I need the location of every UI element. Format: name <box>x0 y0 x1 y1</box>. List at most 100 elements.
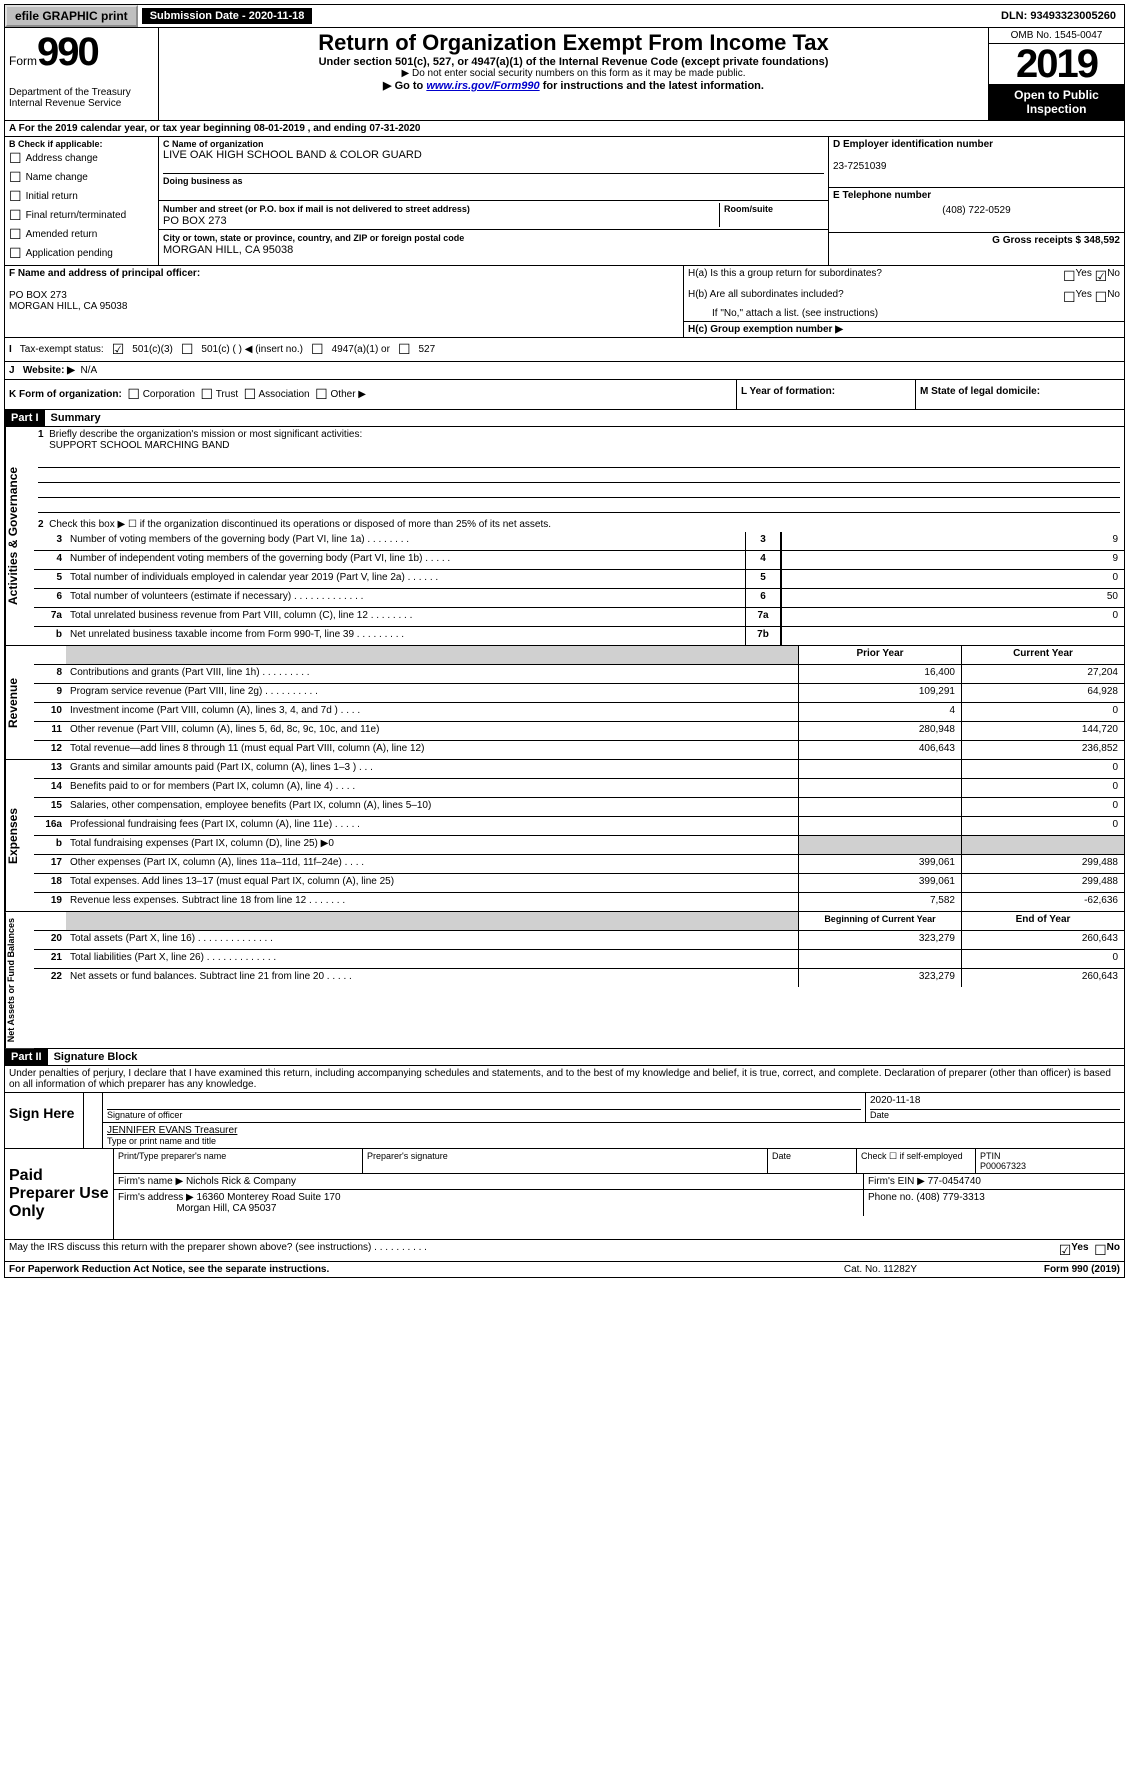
table-row: 4Number of independent voting members of… <box>34 551 1124 570</box>
efile-button[interactable]: efile GRAPHIC print <box>5 5 138 27</box>
check-application-pending[interactable]: ☐Application pending <box>9 244 154 263</box>
footer-notice: For Paperwork Reduction Act Notice, see … <box>4 1262 1125 1278</box>
discuss-row: May the IRS discuss this return with the… <box>4 1240 1125 1262</box>
sig-officer-label: Signature of officer <box>107 1109 861 1120</box>
table-row: 18Total expenses. Add lines 13–17 (must … <box>34 874 1124 893</box>
street-address: PO BOX 273 <box>163 215 227 227</box>
hb-note: If "No," attach a list. (see instruction… <box>684 308 1124 321</box>
officer-group-section: F Name and address of principal officer:… <box>4 266 1125 338</box>
city-label: City or town, state or province, country… <box>163 233 464 243</box>
side-tab-governance: Activities & Governance <box>5 427 34 645</box>
hc-label: H(c) Group exemption number ▶ <box>684 321 1124 337</box>
check-4947[interactable]: ☐ <box>311 341 324 358</box>
table-row: 21Total liabilities (Part X, line 26) . … <box>34 950 1124 969</box>
firm-ein: 77-0454740 <box>928 1176 981 1187</box>
org-info-section: B Check if applicable: ☐Address change ☐… <box>4 137 1125 266</box>
box-b-label: B Check if applicable: <box>9 139 154 149</box>
prior-year-header: Prior Year <box>798 646 961 664</box>
table-row: 10Investment income (Part VIII, column (… <box>34 703 1124 722</box>
table-row: bNet unrelated business taxable income f… <box>34 627 1124 645</box>
paid-preparer-section: Paid Preparer Use Only Print/Type prepar… <box>4 1149 1125 1240</box>
org-name-label: C Name of organization <box>163 139 824 149</box>
top-bar: efile GRAPHIC print Submission Date - 20… <box>4 4 1125 28</box>
hb-no[interactable]: ☐ <box>1095 289 1108 306</box>
table-row: 17Other expenses (Part IX, column (A), l… <box>34 855 1124 874</box>
sig-date-value: 2020-11-18 <box>870 1095 1120 1109</box>
sign-here-section: Sign Here Signature of officer 2020-11-1… <box>4 1093 1125 1149</box>
mission-text: SUPPORT SCHOOL MARCHING BAND <box>49 440 229 451</box>
firm-city: Morgan Hill, CA 95037 <box>176 1203 276 1214</box>
discuss-yes[interactable]: ☑ <box>1059 1242 1072 1259</box>
year-box: OMB No. 1545-0047 2019 Open to Public In… <box>988 28 1124 120</box>
sig-date-label: Date <box>870 1109 1120 1120</box>
table-row: 6Total number of volunteers (estimate if… <box>34 589 1124 608</box>
department-label: Department of the TreasuryInternal Reven… <box>9 87 154 109</box>
net-header-row: Beginning of Current Year End of Year <box>34 912 1124 931</box>
governance-section: Activities & Governance 1 Briefly descri… <box>4 427 1125 646</box>
net-assets-section: Net Assets or Fund Balances Beginning of… <box>4 912 1125 1049</box>
street-label: Number and street (or P.O. box if mail i… <box>163 204 470 214</box>
officer-name: JENNIFER EVANS Treasurer <box>107 1125 1120 1136</box>
mission-line <box>38 468 1120 483</box>
check-name-change[interactable]: ☐Name change <box>9 168 154 187</box>
check-other[interactable]: ☐ <box>315 386 328 402</box>
table-row: 15Salaries, other compensation, employee… <box>34 798 1124 817</box>
officer-line2: MORGAN HILL, CA 95038 <box>9 301 127 312</box>
revenue-section: Revenue Prior Year Current Year 8Contrib… <box>4 646 1125 760</box>
city-state-zip: MORGAN HILL, CA 95038 <box>163 244 293 256</box>
dba-label: Doing business as <box>163 173 824 186</box>
check-corp[interactable]: ☐ <box>127 386 140 402</box>
irs-link[interactable]: www.irs.gov/Form990 <box>426 80 539 92</box>
check-final-return[interactable]: ☐Final return/terminated <box>9 206 154 225</box>
paperwork-notice: For Paperwork Reduction Act Notice, see … <box>9 1264 844 1275</box>
form-title-box: Return of Organization Exempt From Incom… <box>159 28 988 120</box>
submission-date: Submission Date - 2020-11-18 <box>142 8 313 24</box>
inspection-label: Open to Public Inspection <box>989 84 1124 120</box>
self-employed-check[interactable]: Check ☐ if self-employed <box>857 1149 976 1173</box>
officer-name-label: Type or print name and title <box>107 1136 1120 1146</box>
check-address-change[interactable]: ☐Address change <box>9 149 154 168</box>
begin-year-header: Beginning of Current Year <box>798 912 961 930</box>
form-subtitle-3: ▶ Go to www.irs.gov/Form990 for instruct… <box>163 79 984 92</box>
q1-label: Briefly describe the organization's miss… <box>49 429 362 440</box>
box-h: H(a) Is this a group return for subordin… <box>684 266 1124 337</box>
check-527[interactable]: ☐ <box>398 341 411 358</box>
preparer-date-header: Date <box>768 1149 857 1173</box>
firm-phone-label: Phone no. <box>868 1192 914 1203</box>
ha-yes[interactable]: ☐ <box>1063 268 1076 285</box>
table-row: 13Grants and similar amounts paid (Part … <box>34 760 1124 779</box>
box-f: F Name and address of principal officer:… <box>5 266 684 337</box>
firm-ein-label: Firm's EIN ▶ <box>868 1176 925 1187</box>
check-amended[interactable]: ☐Amended return <box>9 225 154 244</box>
check-501c[interactable]: ☐ <box>181 341 194 358</box>
mission-line <box>38 453 1120 468</box>
discuss-question: May the IRS discuss this return with the… <box>9 1242 1059 1259</box>
declaration-text: Under penalties of perjury, I declare th… <box>4 1066 1125 1093</box>
discuss-no[interactable]: ☐ <box>1094 1242 1107 1259</box>
form-org-label: K Form of organization: <box>9 389 122 400</box>
part2-title: Signature Block <box>48 1049 144 1065</box>
hb-label: H(b) Are all subordinates included? <box>688 289 1063 306</box>
cat-number: Cat. No. 11282Y <box>844 1264 1044 1275</box>
form-subtitle-1: Under section 501(c), 527, or 4947(a)(1)… <box>163 56 984 68</box>
box-b: B Check if applicable: ☐Address change ☐… <box>5 137 159 265</box>
form-subtitle-2: ▶ Do not enter social security numbers o… <box>163 68 984 79</box>
check-initial-return[interactable]: ☐Initial return <box>9 187 154 206</box>
room-label: Room/suite <box>724 204 773 214</box>
mission-line <box>38 483 1120 498</box>
preparer-name-header: Print/Type preparer's name <box>114 1149 363 1173</box>
table-row: 5Total number of individuals employed in… <box>34 570 1124 589</box>
check-trust[interactable]: ☐ <box>201 386 214 402</box>
ha-no[interactable]: ☑ <box>1095 268 1108 285</box>
tax-status-label: Tax-exempt status: <box>20 344 104 355</box>
table-row: 7aTotal unrelated business revenue from … <box>34 608 1124 627</box>
table-row: bTotal fundraising expenses (Part IX, co… <box>34 836 1124 855</box>
side-tab-net: Net Assets or Fund Balances <box>5 912 34 1048</box>
table-row: 19Revenue less expenses. Subtract line 1… <box>34 893 1124 911</box>
check-501c3[interactable]: ☑ <box>112 341 125 358</box>
check-assoc[interactable]: ☐ <box>244 386 257 402</box>
tax-period: A For the 2019 calendar year, or tax yea… <box>4 121 1125 137</box>
state-domicile-label: M State of legal domicile: <box>920 386 1040 397</box>
part1-label: Part I <box>5 410 45 426</box>
hb-yes[interactable]: ☐ <box>1063 289 1076 306</box>
